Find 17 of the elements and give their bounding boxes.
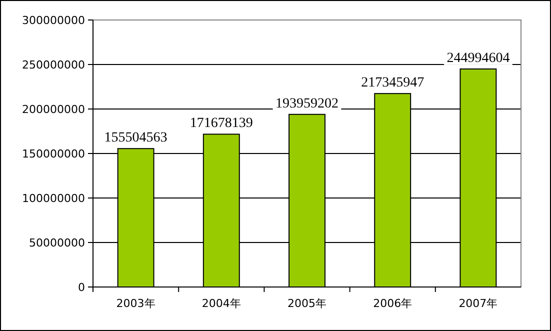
data-label: 171678139 — [190, 116, 253, 132]
y-tick-label: 250000000 — [22, 58, 85, 72]
x-tick-label: 2005年 — [288, 297, 326, 310]
data-label: 244994604 — [446, 50, 510, 66]
y-tick-label: 100000000 — [22, 192, 85, 205]
data-label: 217345947 — [361, 76, 424, 91]
x-tick-label: 2006年 — [373, 297, 412, 310]
y-tick-label: 200000000 — [22, 102, 85, 116]
x-tick-label: 2003年 — [116, 297, 156, 310]
data-label: 155504563 — [104, 130, 168, 146]
y-tick-label: 150000000 — [22, 147, 85, 160]
x-tick-label: 2004年 — [202, 297, 241, 310]
x-tick-label: 2007年 — [458, 297, 498, 310]
y-tick-label: 50000000 — [29, 236, 85, 250]
data-label: 193959202 — [276, 96, 338, 112]
y-tick-label: 300000000 — [22, 14, 85, 27]
y-tick-label: 0 — [78, 280, 85, 294]
